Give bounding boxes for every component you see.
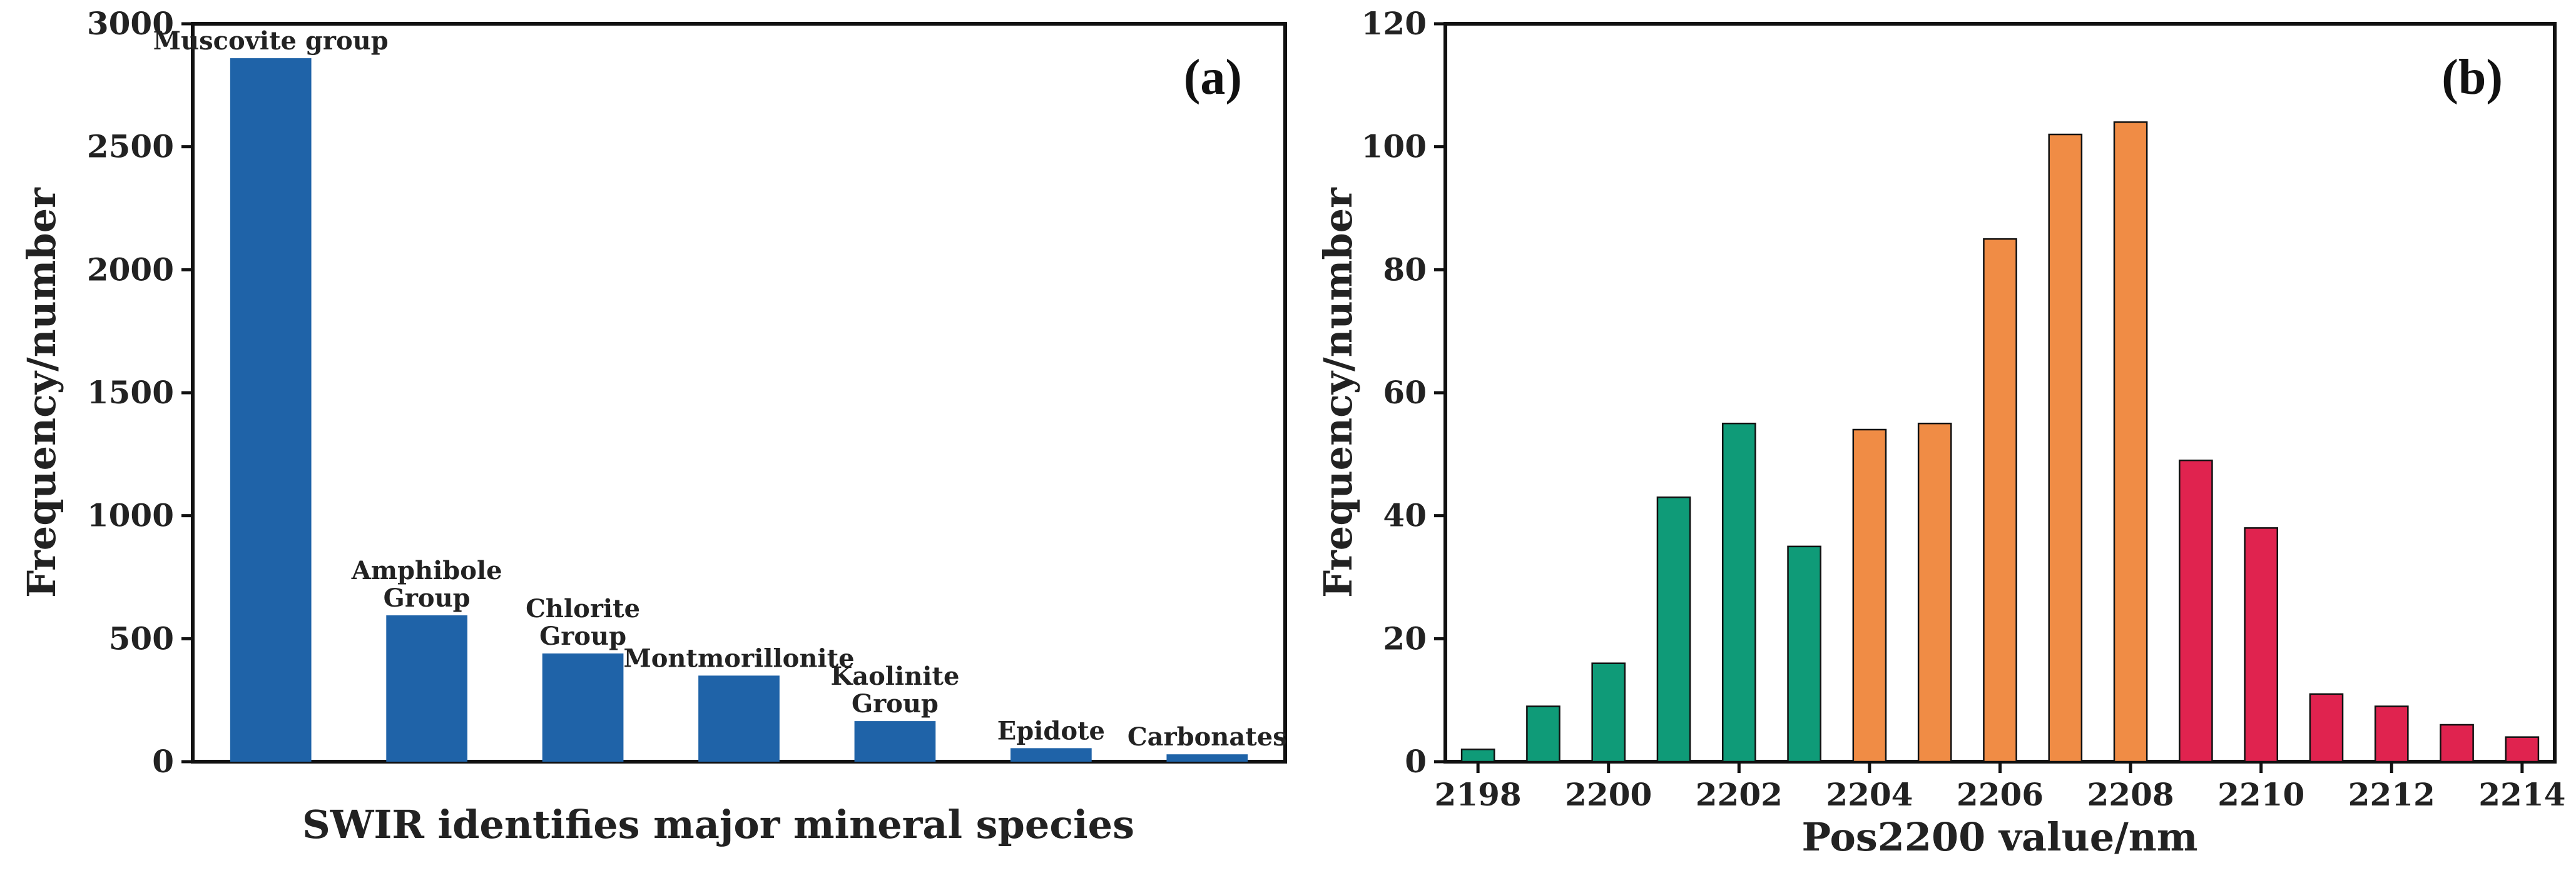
bars-b [1460, 121, 2540, 763]
x-tick-label: 2214 [2478, 776, 2565, 813]
x-tick-label: 2202 [1696, 776, 1783, 813]
y-tick-label: 0 [152, 743, 174, 780]
bar [2440, 724, 2474, 763]
y-tick-label: 120 [1362, 5, 1427, 42]
bar [230, 58, 312, 762]
x-axis-title-a: SWIR identifies major mineral species [302, 802, 1134, 847]
y-tick-label: 20 [1383, 620, 1427, 657]
y-tick-label: 40 [1383, 497, 1427, 534]
y-axis-b: 0 20 40 60 80 100 120 [1362, 5, 1445, 780]
panel-label-a: (a) [1184, 50, 1242, 105]
panel-label-b: (b) [2441, 50, 2503, 105]
bar [1526, 705, 1560, 763]
bar [1656, 496, 1691, 763]
bar [2048, 133, 2083, 763]
bar [1591, 662, 1626, 763]
category-label: Amphibole [351, 556, 502, 585]
x-tick-label: 2206 [1957, 776, 2044, 813]
bar [542, 653, 624, 762]
bars-a [230, 58, 1248, 762]
bar [1722, 422, 1756, 763]
bar [2113, 121, 2148, 763]
category-label: Epidote [997, 716, 1105, 745]
y-tick-label: 2500 [87, 128, 174, 165]
category-label: Montmorillonite [623, 643, 854, 673]
bar [386, 615, 467, 762]
x-tick-label: 2212 [2348, 776, 2435, 813]
y-tick-label: 60 [1383, 374, 1427, 411]
chart-panel-b: (b) 0 20 40 60 80 100 120 2198 2200 2202 2204 2206… [1315, 5, 2565, 860]
bar [2374, 705, 2409, 763]
bar [2179, 459, 2213, 763]
x-tick-label: 2198 [1435, 776, 1522, 813]
bar [1011, 748, 1092, 762]
x-tick-label: 2200 [1565, 776, 1652, 813]
bar [1460, 749, 1495, 763]
bar [1917, 422, 1952, 763]
bar [1983, 238, 2017, 763]
y-tick-label: 80 [1383, 251, 1427, 288]
x-axis-title-b: Pos2200 value/nm [1802, 814, 2198, 860]
y-tick-label: 100 [1362, 128, 1427, 165]
category-label: Chlorite [526, 594, 640, 623]
y-axis-a: 0 500 1000 1500 2000 2500 3000 [87, 5, 193, 780]
category-label: Group [384, 583, 471, 613]
y-axis-title-a: Frequency/number [19, 187, 64, 598]
bar [1166, 754, 1248, 762]
x-tick-label: 2210 [2217, 776, 2304, 813]
bar [1852, 428, 1887, 763]
bar [698, 675, 780, 762]
category-label: Carbonates [1128, 722, 1287, 752]
bar [1787, 545, 1821, 763]
bar [2505, 736, 2540, 763]
y-tick-label: 0 [1405, 743, 1427, 780]
y-tick-label: 1500 [87, 374, 174, 411]
y-tick-label: 1000 [87, 497, 174, 534]
chart-panel-a: (a) 0 500 1000 1500 2000 2500 3000 Muscovite g… [19, 5, 1287, 847]
category-label: Group [852, 689, 939, 719]
x-axis-b: 2198 2200 2202 2204 2206 2208 2210 2212 2214 [1435, 762, 2565, 813]
y-axis-title-b: Frequency/number [1315, 187, 1361, 598]
category-label: Muscovite group [153, 26, 389, 56]
category-label: Group [539, 622, 626, 651]
bar [854, 721, 936, 762]
bar [2309, 693, 2344, 763]
category-label: Kaolinite [830, 662, 959, 691]
bar [2244, 527, 2279, 763]
x-tick-label: 2208 [2087, 776, 2174, 813]
x-tick-label: 2204 [1826, 776, 1913, 813]
y-tick-label: 2000 [87, 251, 174, 288]
y-tick-label: 500 [109, 620, 174, 657]
y-tick-label: 3000 [87, 5, 174, 42]
